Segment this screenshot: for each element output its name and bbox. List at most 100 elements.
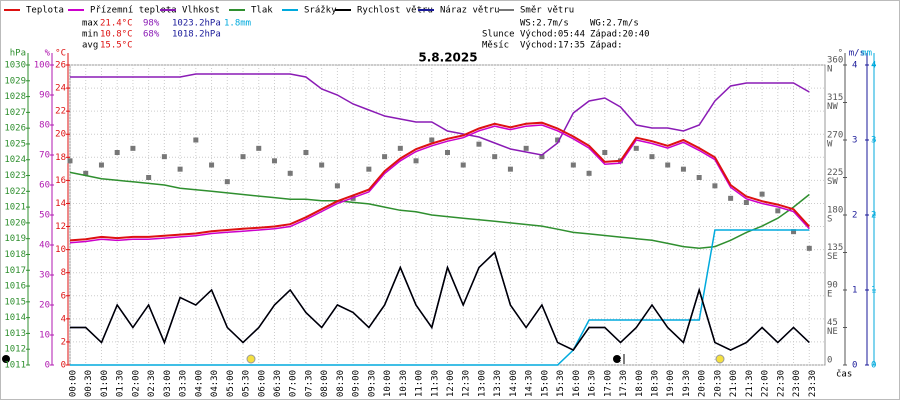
direction-point [177, 166, 183, 172]
direction-point [193, 137, 199, 143]
legend-label: Směr větru [520, 6, 574, 16]
y-tick-label: 0 [871, 361, 876, 371]
stat-value: 98% [143, 19, 160, 29]
direction-point [366, 166, 372, 172]
y-tick-label: 1025 [4, 139, 26, 149]
axis-unit: m/s [849, 49, 865, 59]
y-tick-label: 20 [55, 130, 66, 140]
x-tick-label: 05:00 [226, 370, 236, 397]
x-tick-label: 23:30 [808, 370, 818, 397]
y-tick-label: 26 [55, 61, 66, 71]
y-tick-label: 70 [39, 151, 50, 161]
y-tick-label: 1030 [4, 61, 26, 71]
y-tick-direction: E [827, 290, 832, 300]
x-tick-label: 00:00 [69, 370, 79, 397]
stat-value: 68% [143, 30, 160, 40]
x-tick-label: 01:00 [100, 370, 110, 397]
direction-point [759, 191, 765, 197]
y-tick-label: 1012 [4, 345, 26, 355]
direction-point [382, 154, 388, 160]
y-tick-label: 16 [55, 176, 66, 186]
y-tick-label: 4 [61, 314, 66, 324]
x-tick-label: 18:00 [635, 370, 645, 397]
stat-value: 10.8°C [100, 30, 133, 40]
direction-point [445, 150, 450, 155]
y-tick-label: 80 [39, 121, 50, 131]
y-tick-label: 1020 [4, 218, 26, 228]
sunrise-icon [246, 354, 256, 364]
y-tick-label: 90 [827, 281, 838, 291]
y-tick-label: 12 [55, 222, 66, 232]
y-tick-label: 45 [827, 318, 838, 328]
y-tick-label: 1015 [4, 297, 26, 307]
x-tick-label: 10:30 [399, 370, 409, 397]
x-tick-label: 22:30 [776, 370, 786, 397]
direction-point [806, 245, 812, 251]
x-tick-label: 20:30 [713, 370, 723, 397]
direction-point [680, 166, 686, 172]
direction-point [696, 175, 702, 180]
series-line [70, 229, 810, 366]
y-tick-label: 30 [39, 271, 50, 281]
stat-value: 21.4°C [100, 19, 133, 29]
series-line [70, 73, 810, 156]
series-line [69, 171, 810, 249]
y-tick-label: 315 [827, 93, 843, 103]
y-tick-label: 50 [39, 211, 50, 221]
y-tick-label: 0 [827, 356, 832, 366]
x-tick-label: 02:30 [147, 370, 157, 397]
direction-point [240, 154, 246, 160]
x-tick-label: 05:30 [242, 370, 252, 397]
x-tick-label: 22:00 [761, 370, 771, 397]
x-tick-label: 11:00 [415, 370, 425, 397]
info-text: Měsíc [482, 41, 509, 51]
moon-icon [2, 355, 10, 363]
x-tick-label: 12:30 [462, 370, 472, 397]
y-tick-label: 0 [61, 361, 66, 371]
x-tick-label: 01:30 [116, 370, 126, 397]
x-axis-label: čas [836, 369, 852, 380]
direction-point [791, 229, 797, 235]
x-tick-label: 15:30 [556, 370, 566, 397]
x-tick-label: 19:30 [682, 370, 692, 397]
direction-point [319, 162, 325, 168]
y-tick-label: 2 [852, 211, 857, 221]
legend-label: Rychlost větru [357, 6, 433, 16]
direction-point [492, 154, 498, 160]
stat-value: 1018.2hPa [172, 30, 221, 40]
legend-label: Teplota [26, 6, 64, 16]
direction-point [476, 141, 482, 147]
info-text: Východ:05:44 [520, 30, 585, 40]
direction-point [146, 175, 152, 180]
direction-point [98, 162, 104, 168]
direction-point [539, 154, 545, 160]
direction-point [602, 150, 608, 155]
y-tick-label: 1019 [4, 234, 26, 244]
y-tick-label: 1024 [4, 155, 26, 165]
y-tick-label: 225 [827, 168, 843, 178]
x-tick-label: 03:30 [179, 370, 189, 397]
x-tick-label: 16:30 [588, 370, 598, 397]
x-tick-label: 23:00 [792, 370, 802, 397]
legend-label: Náraz větru [440, 6, 500, 16]
y-tick-label: 4 [871, 61, 876, 71]
x-tick-label: 13:30 [493, 370, 503, 397]
series-line [70, 251, 810, 351]
direction-point [114, 150, 120, 155]
y-tick-direction: W [827, 140, 833, 150]
direction-point [743, 200, 749, 205]
x-tick-label: 08:30 [336, 370, 346, 397]
x-tick-label: 15:00 [540, 370, 550, 397]
direction-point [555, 137, 561, 143]
x-tick-label: 17:30 [619, 370, 629, 397]
info-text: WG:2.7m/s [590, 19, 639, 29]
y-tick-label: 180 [827, 206, 843, 216]
stat-label: max [82, 19, 99, 29]
x-tick-label: 08:00 [320, 370, 330, 397]
series-line [69, 121, 811, 242]
y-tick-label: 1027 [4, 108, 26, 118]
direction-point [303, 150, 309, 155]
y-tick-direction: NW [827, 102, 838, 112]
y-tick-label: 90 [39, 91, 50, 101]
direction-point [397, 145, 403, 151]
